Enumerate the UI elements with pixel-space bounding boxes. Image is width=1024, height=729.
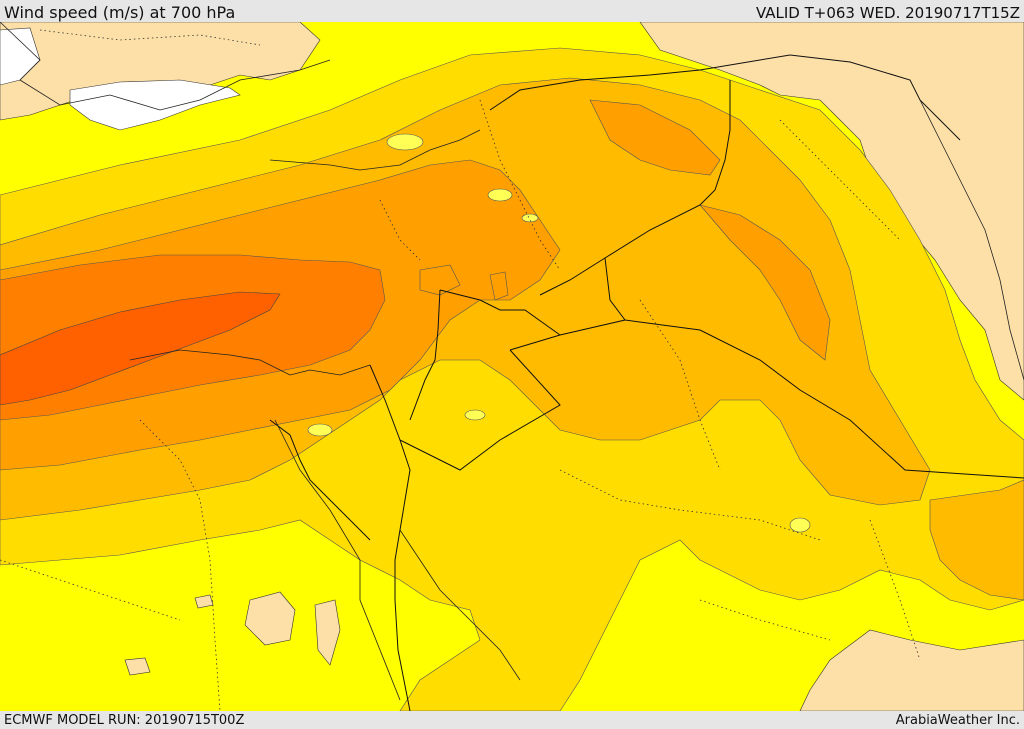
wind-core-max (0, 291, 281, 406)
weak-wind-spots (307, 133, 811, 533)
header-bar (0, 0, 1024, 22)
footer-bar (0, 711, 1024, 729)
country-borders (269, 54, 1024, 711)
wind-speed-map (0, 22, 1024, 711)
coastlines (0, 22, 1024, 701)
valid-time-label: VALID T+063 WED. 20190717T15Z (755, 4, 1020, 22)
province-borders (0, 29, 921, 711)
model-run-label: ECMWF MODEL RUN: 20190715T00Z (4, 713, 245, 728)
map-title: Wind speed (m/s) at 700 hPa (4, 3, 236, 22)
credit-label: ArabiaWeather Inc. (895, 713, 1020, 728)
